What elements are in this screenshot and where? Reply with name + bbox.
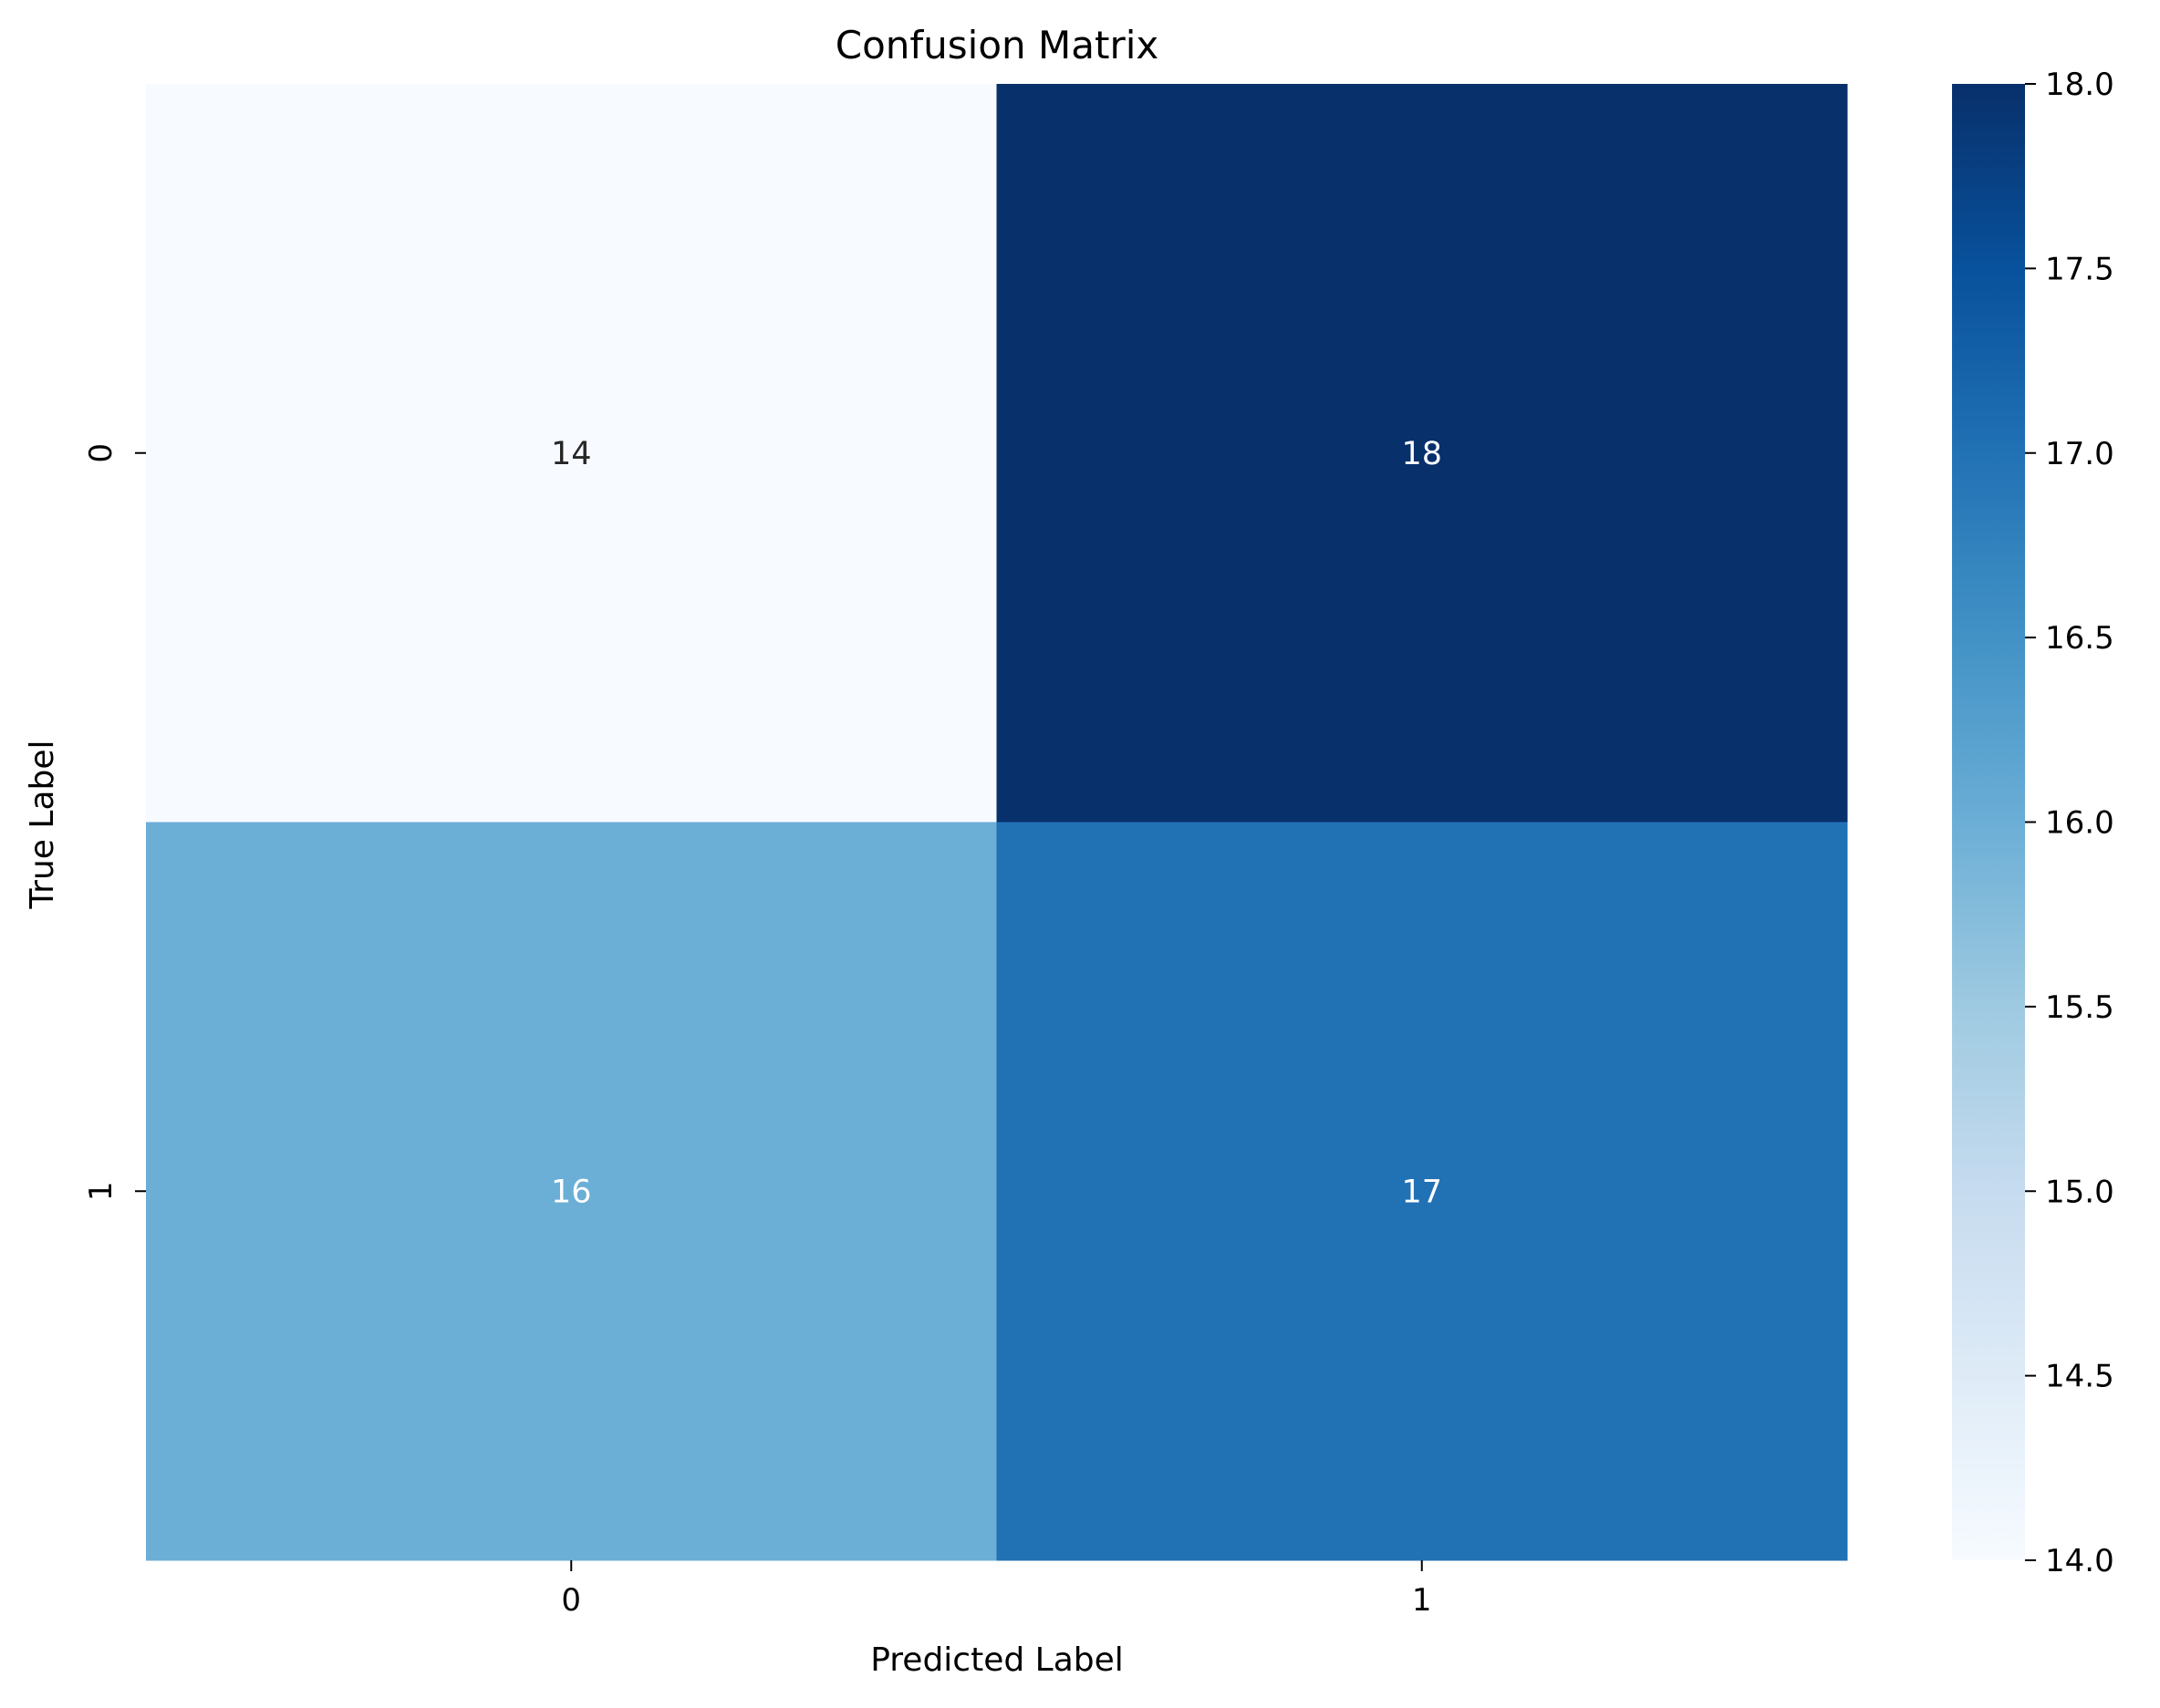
heatmap-cell-1-1	[996, 822, 1848, 1561]
y-axis-label: True Label	[24, 740, 61, 909]
colorbar-tick-label-2: 15.0	[2045, 1174, 2114, 1210]
chart-title: Confusion Matrix	[836, 23, 1159, 67]
cell-value-label-1-0: 16	[551, 1174, 592, 1210]
colorbar-gradient	[1952, 84, 2025, 1560]
colorbar-tick-label-8: 18.0	[2045, 67, 2114, 103]
colorbar-tick-label-4: 16.0	[2045, 805, 2114, 842]
colorbar-tick-label-0: 14.0	[2045, 1543, 2114, 1579]
y-tick-label-0: 0	[83, 443, 119, 463]
cell-value-label-1-1: 17	[1401, 1174, 1442, 1210]
colorbar-tick-label-3: 15.5	[2045, 989, 2114, 1026]
colorbar-tick-label-7: 17.5	[2045, 251, 2114, 287]
colorbar-tick-label-5: 16.5	[2045, 620, 2114, 657]
y-axis: 01	[83, 443, 146, 1201]
x-tick-label-1: 1	[1412, 1582, 1432, 1619]
colorbar: 14.0 14.5 15.0 15.5 16.0 16.5 17.0 17.5 18.0	[1952, 67, 2114, 1579]
heatmap-cell-1-0	[146, 822, 997, 1561]
heatmap-cell-0-0	[146, 84, 997, 823]
colorbar-tick-label-1: 14.5	[2045, 1359, 2114, 1395]
heatmap-cells: 14 18 16 17	[146, 84, 1848, 1561]
cell-value-label-0-1: 18	[1401, 436, 1442, 472]
colorbar-tick-label-6: 17.0	[2045, 436, 2114, 472]
heatmap-cell-0-1	[996, 84, 1848, 823]
y-tick-label-1: 1	[83, 1181, 119, 1201]
x-tick-label-0: 0	[561, 1582, 581, 1619]
cell-value-label-0-0: 14	[551, 436, 592, 472]
x-axis-label: Predicted Label	[870, 1641, 1124, 1679]
